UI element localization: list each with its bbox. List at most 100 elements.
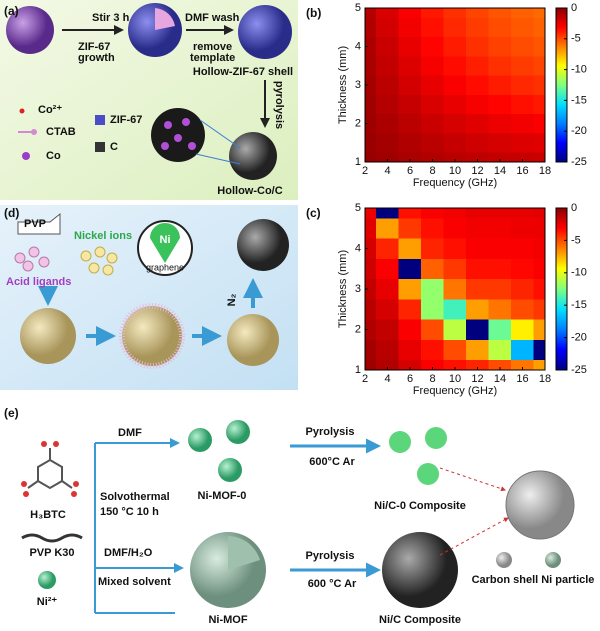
- mof0-particle: [226, 420, 250, 444]
- template-sphere: [6, 6, 54, 54]
- y-axis-title: Thickness (mm): [337, 46, 349, 124]
- cutaway: [155, 8, 175, 30]
- heat-cell: [533, 359, 546, 371]
- heat-cell: [421, 238, 444, 259]
- colorbar-tick-label: -10: [571, 267, 587, 279]
- hollow-shell: [238, 5, 292, 59]
- heat-cell: [421, 113, 444, 134]
- x-tick-label: 18: [539, 373, 551, 385]
- zoom-line: [199, 119, 241, 149]
- cutaway: [228, 536, 260, 570]
- heat-cell: [398, 258, 422, 280]
- panel-label: (b): [306, 6, 321, 20]
- heat-cell: [533, 207, 546, 219]
- heat-cell: [533, 217, 546, 239]
- heat-cell: [376, 278, 399, 300]
- heat-cell: [533, 298, 546, 320]
- step-label: Stir 3 h: [92, 12, 130, 24]
- legend-label: CTAB: [46, 126, 76, 138]
- heat-cell: [533, 132, 546, 153]
- y-tick-label: 5: [355, 202, 361, 214]
- x-axis-title: Frequency (GHz): [413, 177, 497, 189]
- x-tick-label: 14: [494, 165, 506, 177]
- panel-label: (d): [4, 206, 19, 220]
- heat-cell: [398, 339, 422, 361]
- heat-cell: [488, 278, 512, 300]
- heat-cell: [466, 113, 489, 134]
- x-tick-label: 6: [407, 165, 413, 177]
- heat-cell: [466, 207, 489, 219]
- legend-label: Co²⁺: [38, 104, 62, 116]
- heat-cell: [443, 7, 467, 18]
- template-sphere: [20, 308, 76, 364]
- heat-cell: [376, 55, 399, 76]
- heat-cell: [398, 319, 422, 340]
- heat-cell: [443, 113, 467, 134]
- heat-cell: [421, 278, 444, 300]
- panel-label: (c): [306, 206, 321, 220]
- x-tick-label: 8: [429, 165, 435, 177]
- heat-cell: [488, 36, 512, 57]
- heat-cell: [398, 217, 422, 239]
- step-label: Hollow-Co/C: [217, 185, 282, 197]
- label: Solvothermal: [100, 491, 170, 503]
- zoom-arrow: [439, 517, 509, 556]
- x-tick-label: 4: [384, 373, 390, 385]
- label: Ni: [160, 234, 171, 246]
- heat-cell: [364, 339, 377, 361]
- y-tick-label: 5: [355, 2, 361, 14]
- heat-cell: [364, 7, 377, 18]
- heat-cell: [443, 17, 467, 38]
- ni-core: [150, 223, 180, 263]
- heat-cell: [488, 238, 512, 259]
- colorbar-tick-label: -5: [571, 33, 581, 45]
- heat-cell: [511, 207, 534, 219]
- step-label: Hollow-ZIF-67 shell: [193, 66, 293, 78]
- ni-particle: [545, 552, 561, 568]
- heat-cell: [488, 7, 512, 18]
- heat-cell: [443, 258, 467, 280]
- step-label: ZIF-67: [78, 41, 110, 53]
- heat-cell: [511, 36, 534, 57]
- heat-cell: [421, 55, 444, 76]
- heat-cell: [421, 258, 444, 280]
- heat-cell: [443, 298, 467, 320]
- label: Ni²⁺: [37, 596, 58, 608]
- label: Carbon shell Ni particle: [472, 574, 595, 586]
- heat-cell: [488, 55, 512, 76]
- colorbar: [555, 7, 568, 163]
- heat-cell: [533, 238, 546, 259]
- legend-label: Co: [46, 150, 61, 162]
- pvp-coated-sphere: [119, 303, 185, 369]
- heat-cell: [364, 298, 377, 320]
- heat-cell: [421, 298, 444, 320]
- label: Pyrolysis: [306, 426, 355, 438]
- heat-cell: [421, 17, 444, 38]
- heat-cell: [466, 75, 489, 95]
- heat-cell: [443, 217, 467, 239]
- heat-cell: [443, 55, 467, 76]
- heat-cell: [488, 132, 512, 153]
- heat-cell: [421, 319, 444, 340]
- colorbar-tick-label: -10: [571, 64, 587, 76]
- x-tick-label: 10: [449, 165, 461, 177]
- mof0-particle: [188, 428, 212, 452]
- x-tick-label: 6: [407, 373, 413, 385]
- x-tick-label: 16: [516, 373, 528, 385]
- ni-ion: [38, 571, 56, 589]
- heat-cell: [398, 298, 422, 320]
- heat-cell: [443, 94, 467, 115]
- heat-cell: [376, 217, 399, 239]
- legend-icon: [19, 108, 25, 114]
- x-tick-label: 12: [471, 165, 483, 177]
- zoom-line: [195, 153, 241, 165]
- heat-cell: [466, 7, 489, 18]
- heat-cell: [421, 217, 444, 239]
- legend-icon: [22, 152, 30, 160]
- label: 600 °C Ar: [308, 578, 357, 590]
- heat-cell: [443, 132, 467, 153]
- heat-cell: [511, 132, 534, 153]
- heat-cell: [533, 75, 546, 95]
- heat-cell: [466, 339, 489, 361]
- label: N₂: [226, 293, 238, 306]
